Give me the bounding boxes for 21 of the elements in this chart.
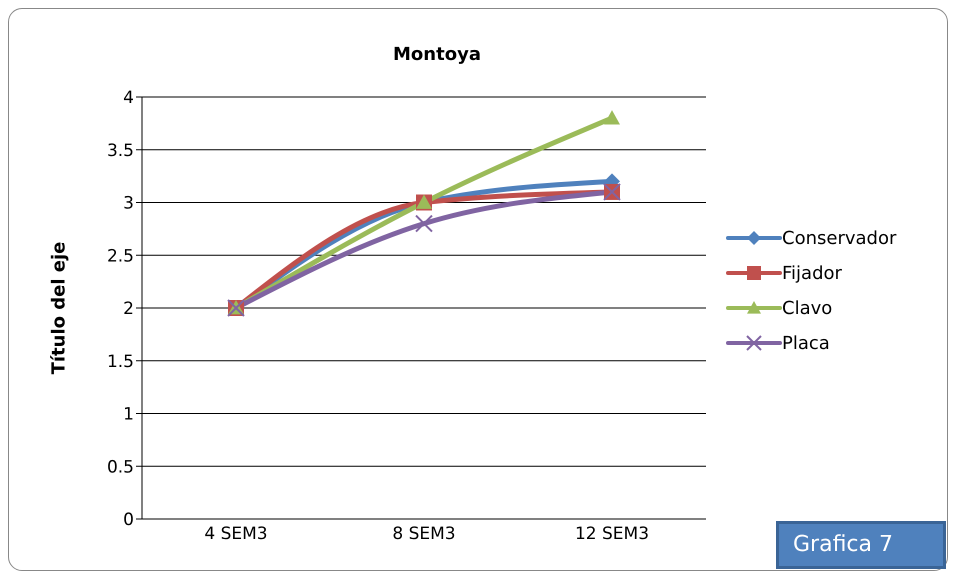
y-tick-label: 2.5 [106, 246, 134, 266]
x-tick-label: 4 SEM3 [204, 524, 268, 544]
legend-label: Fijador [782, 262, 842, 284]
legend-label: Clavo [782, 298, 832, 318]
y-tick-label: 0 [123, 510, 134, 530]
y-tick-label: 3.5 [106, 140, 134, 161]
y-tick-label: 0.5 [106, 457, 134, 478]
text: Grafica 7 [776, 521, 946, 569]
chart-title: Montoya [392, 44, 482, 65]
y-tick-label: 4 [123, 88, 134, 108]
y-tick-label: 2 [123, 299, 134, 320]
y-axis-title: Título del eje [48, 242, 70, 374]
legend-label: Placa [782, 332, 830, 354]
y-tick-label: 1.5 [106, 352, 134, 372]
point [604, 110, 620, 124]
point [415, 214, 433, 233]
x-tick-label: 12 SEM3 [574, 524, 650, 544]
y-tick-label: 3 [123, 194, 134, 214]
x-tick-label: 8 SEM3 [392, 524, 456, 544]
y-tick-label: 1 [123, 404, 134, 425]
legend-label: Conservador [782, 228, 896, 248]
